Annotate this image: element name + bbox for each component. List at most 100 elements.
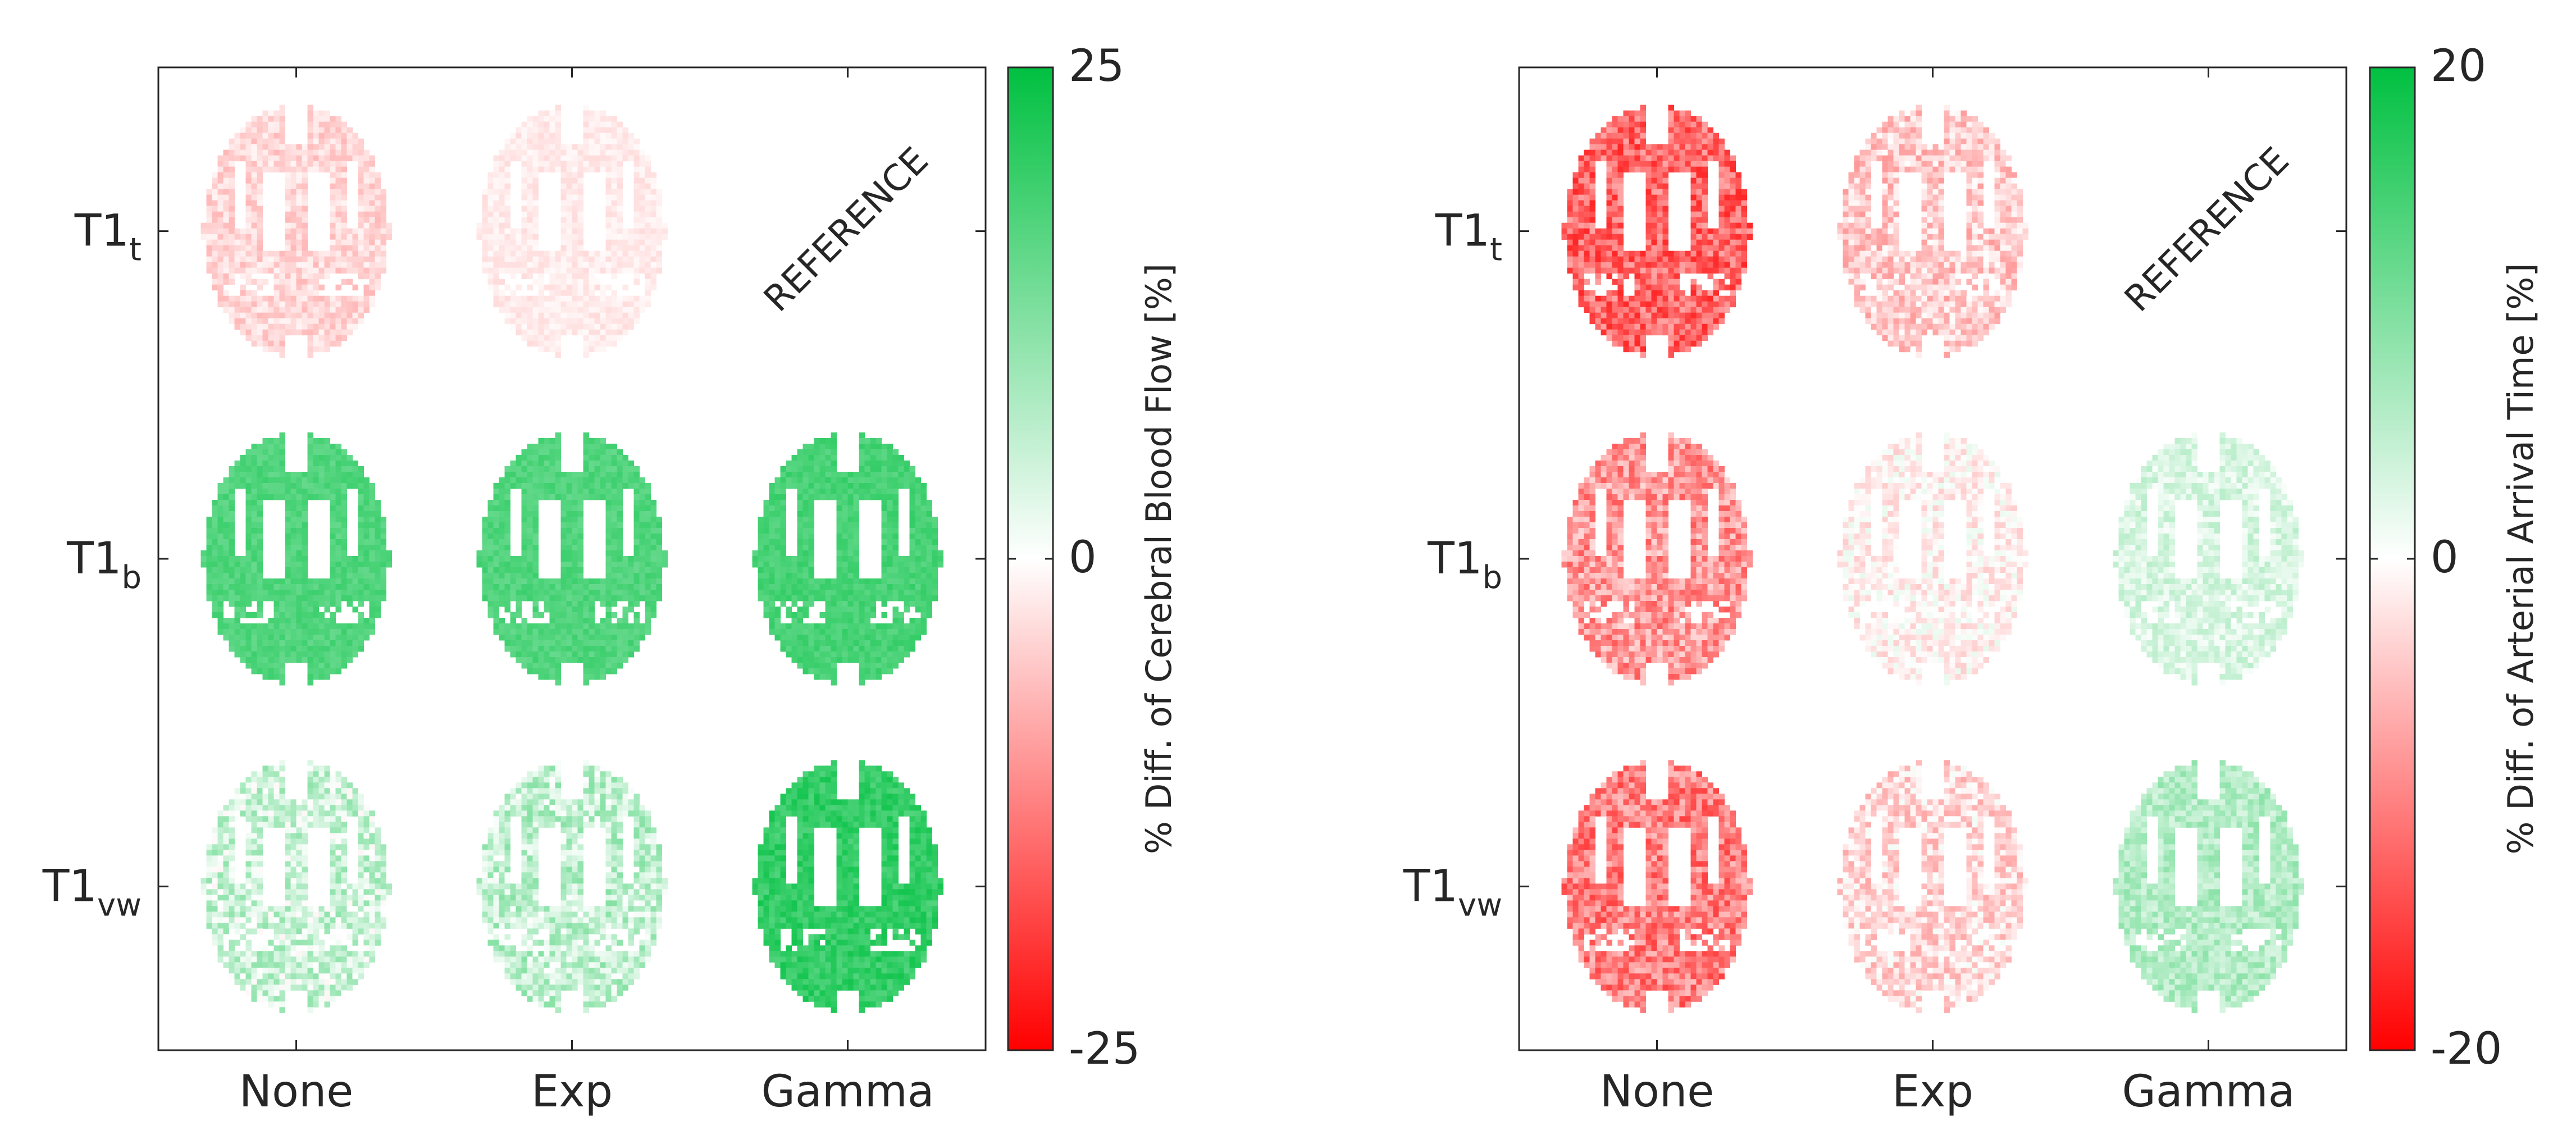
voxel [932,595,938,601]
voxel [633,307,640,313]
voxel [909,534,915,540]
voxel [217,827,224,833]
voxel [504,267,510,274]
voxel [521,539,527,545]
voxel [549,635,555,641]
voxel [245,245,252,252]
voxel [302,290,308,297]
voxel [639,245,645,252]
voxel [318,335,325,341]
voxel [780,545,786,551]
voxel [763,534,769,540]
voxel [842,635,848,641]
voxel [307,301,313,308]
voxel [853,567,859,573]
voxel [639,149,645,156]
voxel [645,284,651,291]
voxel [583,601,589,607]
voxel [324,640,330,646]
voxel [617,234,623,240]
voxel [836,505,842,512]
voxel [262,788,268,794]
voxel [212,838,218,845]
voxel [544,133,550,139]
voxel [583,329,589,336]
voxel [645,177,651,184]
voxel [758,573,764,579]
voxel [341,121,347,128]
voxel [758,562,764,568]
voxel [352,623,358,630]
voxel [915,517,921,523]
voxel [909,539,915,545]
voxel [527,528,533,534]
voxel [386,222,392,229]
voxel [572,183,578,190]
voxel [549,461,555,467]
voxel [611,494,617,500]
voxel [622,267,628,274]
voxel [769,511,775,517]
voxel [605,121,612,128]
voxel [245,788,252,794]
voxel [341,177,347,184]
voxel [915,573,921,579]
voxel [296,850,302,856]
voxel [544,640,550,646]
voxel [234,262,240,268]
voxel [493,256,499,263]
voxel [380,267,386,274]
voxel [605,455,612,461]
voxel [273,138,280,145]
voxel [887,668,893,674]
voxel [633,206,640,212]
voxel [577,149,583,156]
voxel [825,449,831,455]
voxel [229,295,235,302]
voxel [257,511,263,517]
voxel [538,273,544,280]
voxel [769,545,775,551]
voxel [257,850,263,856]
voxel [544,590,550,596]
voxel [375,177,381,184]
voxel [656,222,662,229]
voxel [290,295,297,302]
voxel [622,466,628,472]
voxel [290,833,297,839]
voxel [346,788,353,794]
voxel [622,578,628,585]
voxel [532,245,539,252]
voxel [268,307,274,313]
voxel [262,466,268,472]
voxel [318,472,325,478]
voxel [566,149,572,156]
voxel [290,827,297,833]
voxel [212,556,218,562]
voxel [803,483,809,489]
voxel [290,601,297,607]
voxel [803,612,809,618]
voxel [538,461,544,467]
voxel [769,562,775,568]
voxel [915,556,921,562]
voxel [870,623,876,630]
voxel [245,127,252,134]
voxel [335,584,341,590]
voxel [251,646,257,652]
voxel [589,578,595,585]
voxel [251,799,257,805]
voxel [881,472,887,478]
voxel [842,477,848,484]
voxel [786,612,792,618]
voxel [363,567,370,573]
voxel [504,194,510,201]
voxel [245,449,252,455]
voxel [786,562,792,568]
voxel [555,166,561,173]
voxel [285,528,291,534]
voxel [617,472,623,478]
voxel [330,340,336,347]
voxel [842,578,848,585]
voxel [330,144,336,151]
